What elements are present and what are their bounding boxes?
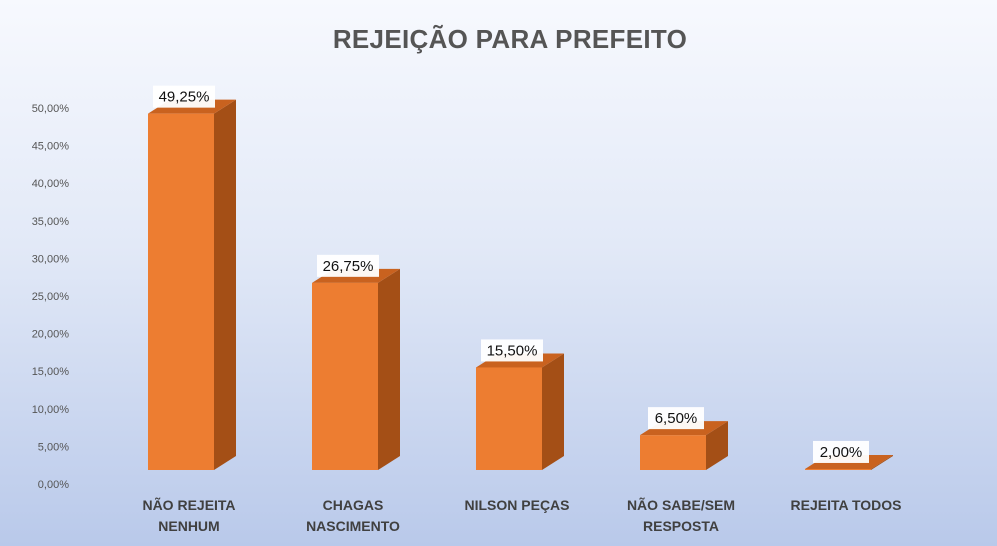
y-tick-label: 25,00%	[32, 291, 70, 303]
data-label-text: 49,25%	[159, 89, 210, 106]
category-label-line: NENHUM	[158, 518, 219, 534]
y-tick-label: 35,00%	[32, 216, 70, 228]
bar-front	[805, 468, 871, 470]
category-label: CHAGAS NASCIMENTO	[306, 497, 400, 534]
y-axis: 0,00% 5,00% 10,00% 15,00% 20,00% 25,00% 30,00%…	[32, 103, 70, 491]
data-label-text: 2,00%	[820, 444, 863, 461]
y-tick-label: 45,00%	[32, 141, 70, 153]
bar-side	[871, 454, 893, 470]
bar-side	[542, 353, 564, 470]
data-label-box	[153, 85, 215, 108]
bar	[312, 268, 400, 470]
category-label: NILSON PEÇAS	[464, 497, 569, 513]
bar-front	[312, 282, 378, 470]
category-label-line: NILSON PEÇAS	[464, 497, 569, 513]
chart-title: REJEIÇÃO PARA PREFEITO	[332, 24, 688, 54]
y-tick-label: 30,00%	[32, 253, 70, 265]
data-label: 26,75%	[317, 254, 379, 277]
y-tick-label: 50,00%	[32, 103, 70, 115]
bar-front	[148, 113, 214, 470]
bar-front	[476, 367, 542, 470]
category-label: NÃO REJEITA NENHUM	[142, 496, 235, 534]
category-label-line: NASCIMENTO	[306, 518, 400, 534]
data-label-text: 6,50%	[655, 410, 698, 427]
data-label-text: 26,75%	[323, 258, 374, 275]
category-label: NÃO SABE/SEM RESPOSTA	[627, 496, 735, 534]
category-label-line: NÃO REJEITA	[142, 496, 235, 513]
data-label: 6,50%	[648, 407, 704, 430]
data-label-box	[648, 407, 704, 430]
data-label: 15,50%	[481, 339, 543, 362]
bar-side	[378, 268, 400, 470]
data-label: 49,25%	[153, 85, 215, 108]
y-tick-label: 15,00%	[32, 366, 70, 378]
category-label-line: REJEITA TODOS	[791, 497, 902, 513]
bar-side	[706, 421, 728, 470]
category-label-line: NÃO SABE/SEM	[627, 496, 735, 513]
data-label-box	[317, 254, 379, 277]
category-label-line: RESPOSTA	[643, 518, 719, 534]
data-label-box	[813, 440, 869, 463]
y-tick-label: 40,00%	[32, 178, 70, 190]
y-tick-label: 10,00%	[32, 404, 70, 416]
y-tick-label: 20,00%	[32, 329, 70, 341]
y-tick-label: 0,00%	[38, 479, 69, 491]
y-tick-label: 5,00%	[38, 441, 69, 453]
bar-front	[640, 435, 706, 470]
bar	[148, 99, 236, 470]
data-label-box	[481, 339, 543, 362]
category-label: REJEITA TODOS	[791, 497, 902, 513]
category-label-line: CHAGAS	[323, 497, 384, 513]
data-label-text: 15,50%	[487, 342, 538, 359]
bar	[476, 353, 564, 470]
data-label: 2,00%	[813, 440, 869, 463]
bar-side	[214, 99, 236, 470]
